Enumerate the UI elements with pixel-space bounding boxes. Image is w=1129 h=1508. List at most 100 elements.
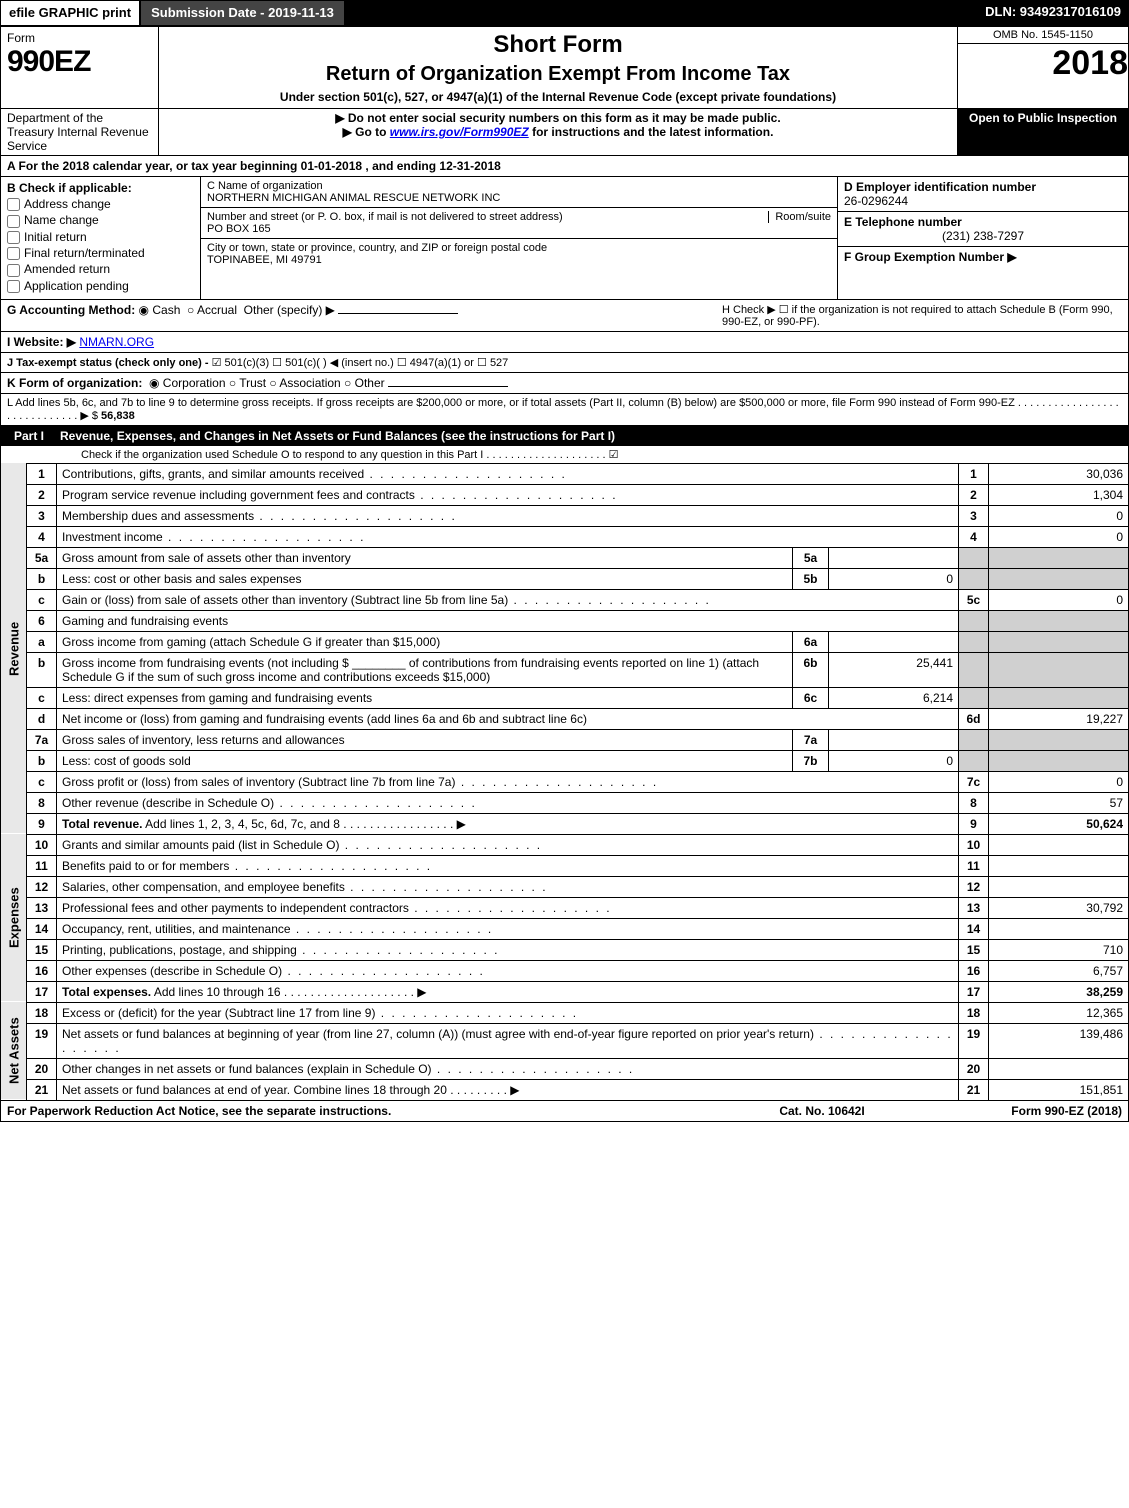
header-row-2: Department of the Treasury Internal Reve… [0,109,1129,156]
cat-no: Cat. No. 10642I [722,1104,922,1118]
part-title: Revenue, Expenses, and Changes in Net As… [60,429,1121,443]
part-1-header: Part I Revenue, Expenses, and Changes in… [0,426,1129,446]
website-link[interactable]: NMARN.ORG [79,335,154,349]
gross-receipts-amount: 56,838 [101,410,135,422]
table-row: Expenses 10Grants and similar amounts pa… [1,834,1129,855]
part-1-table: Revenue 1Contributions, gifts, grants, a… [0,463,1129,1101]
box-b: B Check if applicable: Address change Na… [1,177,201,299]
return-title: Return of Organization Exempt From Incom… [165,63,951,86]
row-g-h: G Accounting Method: Cash Accrual Other … [0,300,1129,332]
box-d-e-f: D Employer identification number 26-0296… [838,177,1128,299]
instructions-cell: ▶ Do not enter social security numbers o… [159,109,958,155]
check-address-change[interactable]: Address change [7,197,194,211]
short-form-title: Short Form [165,31,951,59]
table-row: 5aGross amount from sale of assets other… [1,547,1129,568]
box-f: F Group Exemption Number ▶ [838,247,1128,267]
radio-accrual[interactable]: Accrual [187,303,237,317]
table-row: 3Membership dues and assessments30 [1,505,1129,526]
form-label: Form [7,31,152,45]
table-row: cLess: direct expenses from gaming and f… [1,687,1129,708]
org-info-grid: B Check if applicable: Address change Na… [0,177,1129,300]
check-amended-return[interactable]: Amended return [7,262,194,276]
box-l: L Add lines 5b, 6c, and 7b to line 9 to … [0,394,1129,426]
spacer [345,0,977,26]
tax-period-row: A For the 2018 calendar year, or tax yea… [0,156,1129,177]
table-row: Revenue 1Contributions, gifts, grants, a… [1,463,1129,484]
open-to-public: Open to Public Inspection [958,109,1128,155]
box-c: C Name of organization NORTHERN MICHIGAN… [201,177,838,299]
city-cell: City or town, state or province, country… [201,239,837,269]
table-row: 4Investment income40 [1,526,1129,547]
top-bar: efile GRAPHIC print Submission Date - 20… [0,0,1129,26]
table-row: cGross profit or (loss) from sales of in… [1,771,1129,792]
box-e: E Telephone number (231) 238-7297 [838,212,1128,247]
table-row: 11Benefits paid to or for members11 [1,855,1129,876]
org-form-options[interactable]: ◉ Corporation ○ Trust ○ Association ○ Ot… [149,376,385,390]
department-label: Department of the Treasury Internal Reve… [1,109,159,155]
box-b-label: B Check if applicable: [7,181,194,195]
ssn-warning: ▶ Do not enter social security numbers o… [165,111,951,125]
table-row: 6Gaming and fundraising events [1,610,1129,631]
radio-cash[interactable]: Cash [139,303,181,317]
table-row: 19Net assets or fund balances at beginni… [1,1023,1129,1058]
table-row: 13Professional fees and other payments t… [1,897,1129,918]
street-address: PO BOX 165 [207,223,271,235]
omb-year-cell: OMB No. 1545-1150 2018 [958,27,1128,108]
phone-value: (231) 238-7297 [844,229,1122,243]
omb-number: OMB No. 1545-1150 [958,27,1128,44]
table-row: 2Program service revenue including gover… [1,484,1129,505]
form-number: 990EZ [7,45,152,79]
form-title-cell: Short Form Return of Organization Exempt… [159,27,958,108]
org-name: NORTHERN MICHIGAN ANIMAL RESCUE NETWORK … [207,192,500,204]
table-row: 17Total expenses. Add lines 10 through 1… [1,981,1129,1002]
submission-date: Submission Date - 2019-11-13 [140,0,345,26]
part-1-check: Check if the organization used Schedule … [0,446,1129,463]
page-footer: For Paperwork Reduction Act Notice, see … [0,1101,1129,1122]
net-assets-side-label: Net Assets [1,1002,27,1100]
table-row: 12Salaries, other compensation, and empl… [1,876,1129,897]
check-final-return[interactable]: Final return/terminated [7,246,194,260]
irs-link[interactable]: www.irs.gov/Form990EZ [390,125,529,139]
code-subtitle: Under section 501(c), 527, or 4947(a)(1)… [165,90,951,104]
check-initial-return[interactable]: Initial return [7,230,194,244]
check-name-change[interactable]: Name change [7,213,194,227]
box-i: I Website: ▶ NMARN.ORG [0,332,1129,353]
form-footer-label: Form 990-EZ (2018) [922,1104,1122,1118]
table-row: 8Other revenue (describe in Schedule O)8… [1,792,1129,813]
table-row: bLess: cost or other basis and sales exp… [1,568,1129,589]
box-d: D Employer identification number 26-0296… [838,177,1128,212]
paperwork-notice: For Paperwork Reduction Act Notice, see … [7,1104,722,1118]
org-name-cell: C Name of organization NORTHERN MICHIGAN… [201,177,837,208]
table-row: 9Total revenue. Add lines 1, 2, 3, 4, 5c… [1,813,1129,834]
box-k: K Form of organization: ◉ Corporation ○ … [0,373,1129,394]
table-row: 20Other changes in net assets or fund ba… [1,1058,1129,1079]
box-h: H Check ▶ ☐ if the organization is not r… [722,303,1122,328]
goto-instructions: ▶ Go to www.irs.gov/Form990EZ for instru… [165,125,951,139]
table-row: Net Assets 18Excess or (deficit) for the… [1,1002,1129,1023]
table-row: 16Other expenses (describe in Schedule O… [1,960,1129,981]
form-number-cell: Form 990EZ [1,27,159,108]
ein-value: 26-0296244 [844,194,908,208]
dln-label: DLN: 93492317016109 [977,0,1129,26]
table-row: 7aGross sales of inventory, less returns… [1,729,1129,750]
part-label: Part I [8,429,50,443]
accounting-other[interactable]: Other (specify) ▶ [244,303,335,317]
check-application-pending[interactable]: Application pending [7,279,194,293]
table-row: 14Occupancy, rent, utilities, and mainte… [1,918,1129,939]
table-row: 21Net assets or fund balances at end of … [1,1079,1129,1100]
box-g: G Accounting Method: Cash Accrual Other … [7,303,722,328]
table-row: cGain or (loss) from sale of assets othe… [1,589,1129,610]
revenue-side-label: Revenue [1,463,27,834]
expenses-side-label: Expenses [1,834,27,1002]
tax-year: 2018 [958,44,1128,83]
street-cell: Number and street (or P. O. box, if mail… [201,208,837,239]
table-row: bLess: cost of goods sold7b0 [1,750,1129,771]
city-state-zip: TOPINABEE, MI 49791 [207,254,322,266]
table-row: bGross income from fundraising events (n… [1,652,1129,687]
efile-print-button[interactable]: efile GRAPHIC print [0,0,140,26]
form-header: Form 990EZ Short Form Return of Organiza… [0,26,1129,109]
tax-exempt-options[interactable]: ☑ 501(c)(3) ☐ 501(c)( ) ◀ (insert no.) ☐… [212,357,509,369]
table-row: aGross income from gaming (attach Schedu… [1,631,1129,652]
box-j: J Tax-exempt status (check only one) - ☑… [0,353,1129,373]
table-row: 15Printing, publications, postage, and s… [1,939,1129,960]
